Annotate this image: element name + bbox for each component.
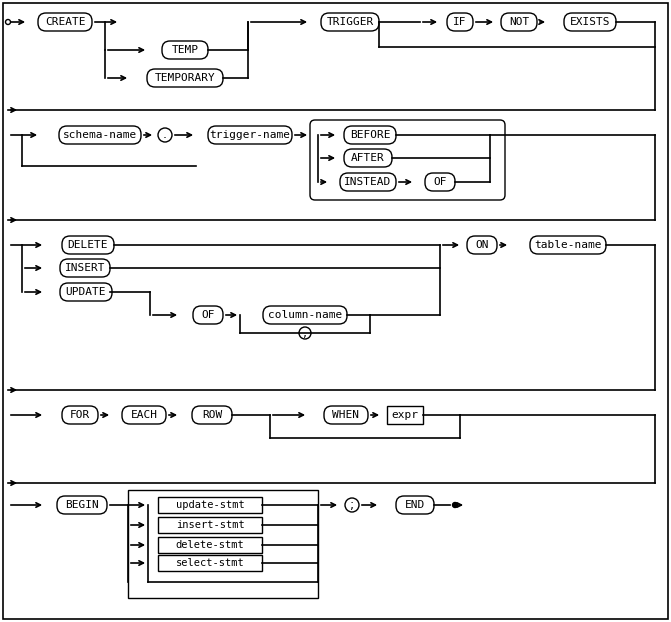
Text: FOR: FOR: [70, 410, 90, 420]
Text: EACH: EACH: [130, 410, 158, 420]
FancyBboxPatch shape: [564, 13, 616, 31]
FancyBboxPatch shape: [324, 406, 368, 424]
FancyBboxPatch shape: [310, 120, 505, 200]
FancyBboxPatch shape: [340, 173, 396, 191]
Text: .: .: [163, 129, 167, 141]
Text: END: END: [405, 500, 425, 510]
FancyBboxPatch shape: [60, 259, 110, 277]
FancyBboxPatch shape: [263, 306, 347, 324]
FancyBboxPatch shape: [447, 13, 473, 31]
Text: ;: ;: [350, 498, 354, 511]
FancyBboxPatch shape: [57, 496, 107, 514]
Text: UPDATE: UPDATE: [66, 287, 106, 297]
Text: IF: IF: [453, 17, 467, 27]
FancyBboxPatch shape: [344, 149, 392, 167]
Text: OF: OF: [433, 177, 447, 187]
Text: insert-stmt: insert-stmt: [176, 520, 244, 530]
Text: update-stmt: update-stmt: [176, 500, 244, 510]
FancyBboxPatch shape: [208, 126, 292, 144]
FancyBboxPatch shape: [193, 306, 223, 324]
FancyBboxPatch shape: [60, 283, 112, 301]
Text: INSTEAD: INSTEAD: [344, 177, 392, 187]
Text: column-name: column-name: [268, 310, 342, 320]
FancyBboxPatch shape: [530, 236, 606, 254]
Text: CREATE: CREATE: [45, 17, 85, 27]
Bar: [158, 555, 262, 571]
Text: EXISTS: EXISTS: [570, 17, 610, 27]
Circle shape: [452, 503, 458, 508]
Text: ON: ON: [475, 240, 488, 250]
Text: BEGIN: BEGIN: [65, 500, 99, 510]
FancyBboxPatch shape: [122, 406, 166, 424]
Bar: [128, 490, 318, 598]
Circle shape: [299, 327, 311, 339]
FancyBboxPatch shape: [467, 236, 497, 254]
Circle shape: [345, 498, 359, 512]
Text: INSERT: INSERT: [64, 263, 105, 273]
Text: ,: ,: [303, 327, 307, 340]
Text: delete-stmt: delete-stmt: [176, 540, 244, 550]
Bar: [158, 537, 262, 553]
FancyBboxPatch shape: [501, 13, 537, 31]
FancyBboxPatch shape: [147, 69, 223, 87]
Text: AFTER: AFTER: [351, 153, 385, 163]
FancyBboxPatch shape: [62, 236, 114, 254]
Bar: [387, 406, 423, 424]
Text: DELETE: DELETE: [68, 240, 108, 250]
FancyBboxPatch shape: [192, 406, 232, 424]
FancyBboxPatch shape: [425, 173, 455, 191]
Text: table-name: table-name: [534, 240, 602, 250]
Bar: [158, 517, 262, 533]
Text: TEMPORARY: TEMPORARY: [154, 73, 215, 83]
FancyBboxPatch shape: [62, 406, 98, 424]
Text: NOT: NOT: [509, 17, 529, 27]
Text: WHEN: WHEN: [333, 410, 360, 420]
FancyBboxPatch shape: [344, 126, 396, 144]
FancyBboxPatch shape: [396, 496, 434, 514]
FancyBboxPatch shape: [38, 13, 92, 31]
Circle shape: [5, 19, 11, 24]
Text: TEMP: TEMP: [172, 45, 199, 55]
FancyBboxPatch shape: [321, 13, 379, 31]
Text: select-stmt: select-stmt: [176, 558, 244, 568]
Text: expr: expr: [391, 410, 419, 420]
Text: TRIGGER: TRIGGER: [326, 17, 374, 27]
Circle shape: [158, 128, 172, 142]
FancyBboxPatch shape: [162, 41, 208, 59]
Bar: [158, 497, 262, 513]
Text: trigger-name: trigger-name: [209, 130, 291, 140]
FancyBboxPatch shape: [59, 126, 141, 144]
Text: ROW: ROW: [202, 410, 222, 420]
Text: schema-name: schema-name: [63, 130, 137, 140]
Text: BEFORE: BEFORE: [350, 130, 391, 140]
Text: OF: OF: [201, 310, 215, 320]
